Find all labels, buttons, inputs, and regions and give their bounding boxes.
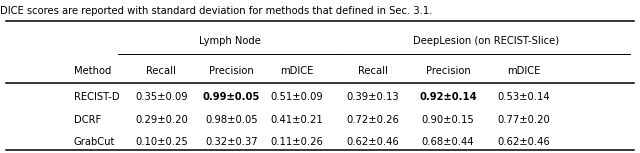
Text: DICE scores are reported with standard deviation for methods that defined in Sec: DICE scores are reported with standard d… [0,6,433,16]
Text: mDICE: mDICE [280,66,313,76]
Text: 0.35±0.09: 0.35±0.09 [135,92,188,102]
Text: 0.62±0.46: 0.62±0.46 [497,137,550,147]
Text: 0.77±0.20: 0.77±0.20 [497,115,550,125]
Text: Precision: Precision [426,66,470,76]
Text: Precision: Precision [209,66,254,76]
Text: Lymph Node: Lymph Node [200,36,261,46]
Text: 0.41±0.21: 0.41±0.21 [270,115,323,125]
Text: 0.32±0.37: 0.32±0.37 [205,137,258,147]
Text: 0.62±0.46: 0.62±0.46 [346,137,399,147]
Text: 0.90±0.15: 0.90±0.15 [422,115,474,125]
Text: DeepLesion (on RECIST-Slice): DeepLesion (on RECIST-Slice) [413,36,559,46]
Text: Recall: Recall [358,66,387,76]
Text: 0.53±0.14: 0.53±0.14 [497,92,550,102]
Text: 0.39±0.13: 0.39±0.13 [346,92,399,102]
Text: 0.68±0.44: 0.68±0.44 [422,137,474,147]
Text: 0.72±0.26: 0.72±0.26 [346,115,399,125]
Text: 0.98±0.05: 0.98±0.05 [205,115,258,125]
Text: 0.99±0.05: 0.99±0.05 [203,92,260,102]
Text: 0.51±0.09: 0.51±0.09 [270,92,323,102]
Text: DCRF: DCRF [74,115,101,125]
Text: 0.92±0.14: 0.92±0.14 [419,92,477,102]
Text: 0.29±0.20: 0.29±0.20 [135,115,188,125]
Text: 0.10±0.25: 0.10±0.25 [135,137,188,147]
Text: mDICE: mDICE [507,66,540,76]
Text: Method: Method [74,66,111,76]
Text: Recall: Recall [147,66,176,76]
Text: GrabCut: GrabCut [74,137,115,147]
Text: RECIST-D: RECIST-D [74,92,119,102]
Text: 0.11±0.26: 0.11±0.26 [270,137,323,147]
